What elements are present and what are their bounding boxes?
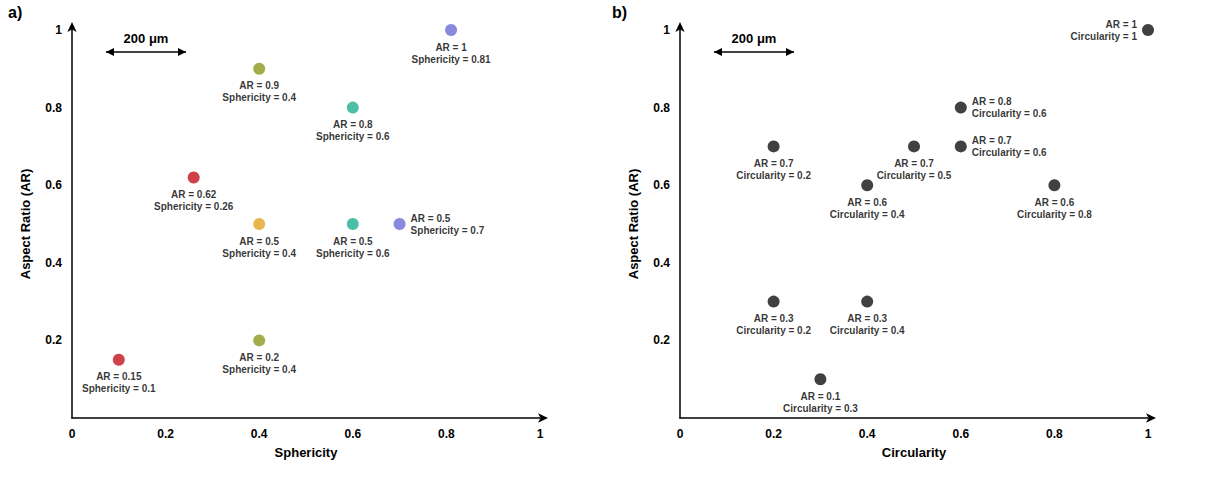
svg-text:0.2: 0.2 <box>653 333 670 347</box>
svg-text:AR = 0.5: AR = 0.5 <box>411 213 451 224</box>
svg-text:AR = 0.7: AR = 0.7 <box>894 158 934 169</box>
svg-text:AR = 0.9: AR = 0.9 <box>239 80 279 91</box>
svg-text:0.8: 0.8 <box>1046 427 1063 441</box>
svg-text:AR = 0.5: AR = 0.5 <box>239 236 279 247</box>
svg-text:AR = 0.6: AR = 0.6 <box>1035 197 1075 208</box>
svg-text:0.8: 0.8 <box>45 101 62 115</box>
svg-text:Sphericity = 0.81: Sphericity = 0.81 <box>411 54 491 65</box>
svg-text:AR = 0.7: AR = 0.7 <box>754 158 794 169</box>
svg-text:0.6: 0.6 <box>45 178 62 192</box>
svg-text:Circularity = 0.4: Circularity = 0.4 <box>830 325 905 336</box>
svg-text:AR = 0.8: AR = 0.8 <box>972 96 1012 107</box>
svg-text:0.2: 0.2 <box>765 427 782 441</box>
svg-text:Sphericity = 0.7: Sphericity = 0.7 <box>411 225 485 236</box>
svg-text:Aspect Ratio (AR): Aspect Ratio (AR) <box>626 169 641 280</box>
svg-text:Circularity = 0.8: Circularity = 0.8 <box>1017 209 1092 220</box>
svg-text:Sphericity = 0.1: Sphericity = 0.1 <box>82 383 156 394</box>
svg-text:200 μm: 200 μm <box>124 31 169 46</box>
svg-text:Sphericity = 0.6: Sphericity = 0.6 <box>316 248 390 259</box>
svg-text:Circularity = 0.2: Circularity = 0.2 <box>736 325 811 336</box>
svg-text:AR = 1: AR = 1 <box>1106 19 1138 30</box>
svg-text:AR = 0.1: AR = 0.1 <box>801 391 841 402</box>
svg-text:0.8: 0.8 <box>438 427 455 441</box>
svg-text:Sphericity = 0.6: Sphericity = 0.6 <box>316 131 390 142</box>
svg-text:0: 0 <box>677 427 684 441</box>
svg-text:0.6: 0.6 <box>952 427 969 441</box>
svg-text:Sphericity = 0.4: Sphericity = 0.4 <box>222 364 296 375</box>
svg-text:0.4: 0.4 <box>45 256 62 270</box>
svg-text:1: 1 <box>55 23 62 37</box>
svg-text:0.4: 0.4 <box>859 427 876 441</box>
svg-text:200 μm: 200 μm <box>732 31 777 46</box>
svg-text:AR = 0.3: AR = 0.3 <box>754 313 794 324</box>
svg-text:Circularity = 0.6: Circularity = 0.6 <box>972 147 1047 158</box>
svg-text:0.6: 0.6 <box>344 427 361 441</box>
svg-text:Aspect Ratio (AR): Aspect Ratio (AR) <box>18 169 33 280</box>
svg-text:b): b) <box>612 4 627 21</box>
svg-text:AR = 0.15: AR = 0.15 <box>96 371 142 382</box>
svg-text:AR = 0.5: AR = 0.5 <box>333 236 373 247</box>
svg-text:Circularity = 0.3: Circularity = 0.3 <box>783 403 858 414</box>
svg-text:Sphericity = 0.4: Sphericity = 0.4 <box>222 92 296 103</box>
svg-text:0.4: 0.4 <box>653 256 670 270</box>
svg-text:AR = 0.3: AR = 0.3 <box>847 313 887 324</box>
svg-text:Circularity = 0.4: Circularity = 0.4 <box>830 209 905 220</box>
svg-text:Circularity = 0.6: Circularity = 0.6 <box>972 108 1047 119</box>
svg-text:0.4: 0.4 <box>251 427 268 441</box>
svg-text:Circularity = 0.5: Circularity = 0.5 <box>877 170 952 181</box>
svg-text:1: 1 <box>537 427 544 441</box>
svg-text:AR = 0.62: AR = 0.62 <box>171 189 217 200</box>
svg-text:AR = 0.7: AR = 0.7 <box>972 135 1012 146</box>
svg-text:Circularity = 1: Circularity = 1 <box>1071 31 1138 42</box>
svg-text:Circularity: Circularity <box>882 445 947 460</box>
svg-text:a): a) <box>8 4 22 21</box>
svg-text:1: 1 <box>1145 427 1152 441</box>
svg-text:AR = 1: AR = 1 <box>435 42 467 53</box>
svg-text:Circularity = 0.2: Circularity = 0.2 <box>736 170 811 181</box>
svg-text:Sphericity = 0.26: Sphericity = 0.26 <box>154 201 234 212</box>
svg-text:0: 0 <box>69 427 76 441</box>
svg-text:AR = 0.2: AR = 0.2 <box>239 352 279 363</box>
svg-text:AR = 0.6: AR = 0.6 <box>847 197 887 208</box>
svg-text:AR = 0.8: AR = 0.8 <box>333 119 373 130</box>
svg-text:0.2: 0.2 <box>45 333 62 347</box>
svg-text:0.2: 0.2 <box>157 427 174 441</box>
svg-text:0.6: 0.6 <box>653 178 670 192</box>
svg-text:Sphericity = 0.4: Sphericity = 0.4 <box>222 248 296 259</box>
svg-text:Sphericity: Sphericity <box>275 445 339 460</box>
svg-text:0.8: 0.8 <box>653 101 670 115</box>
svg-text:1: 1 <box>663 23 670 37</box>
